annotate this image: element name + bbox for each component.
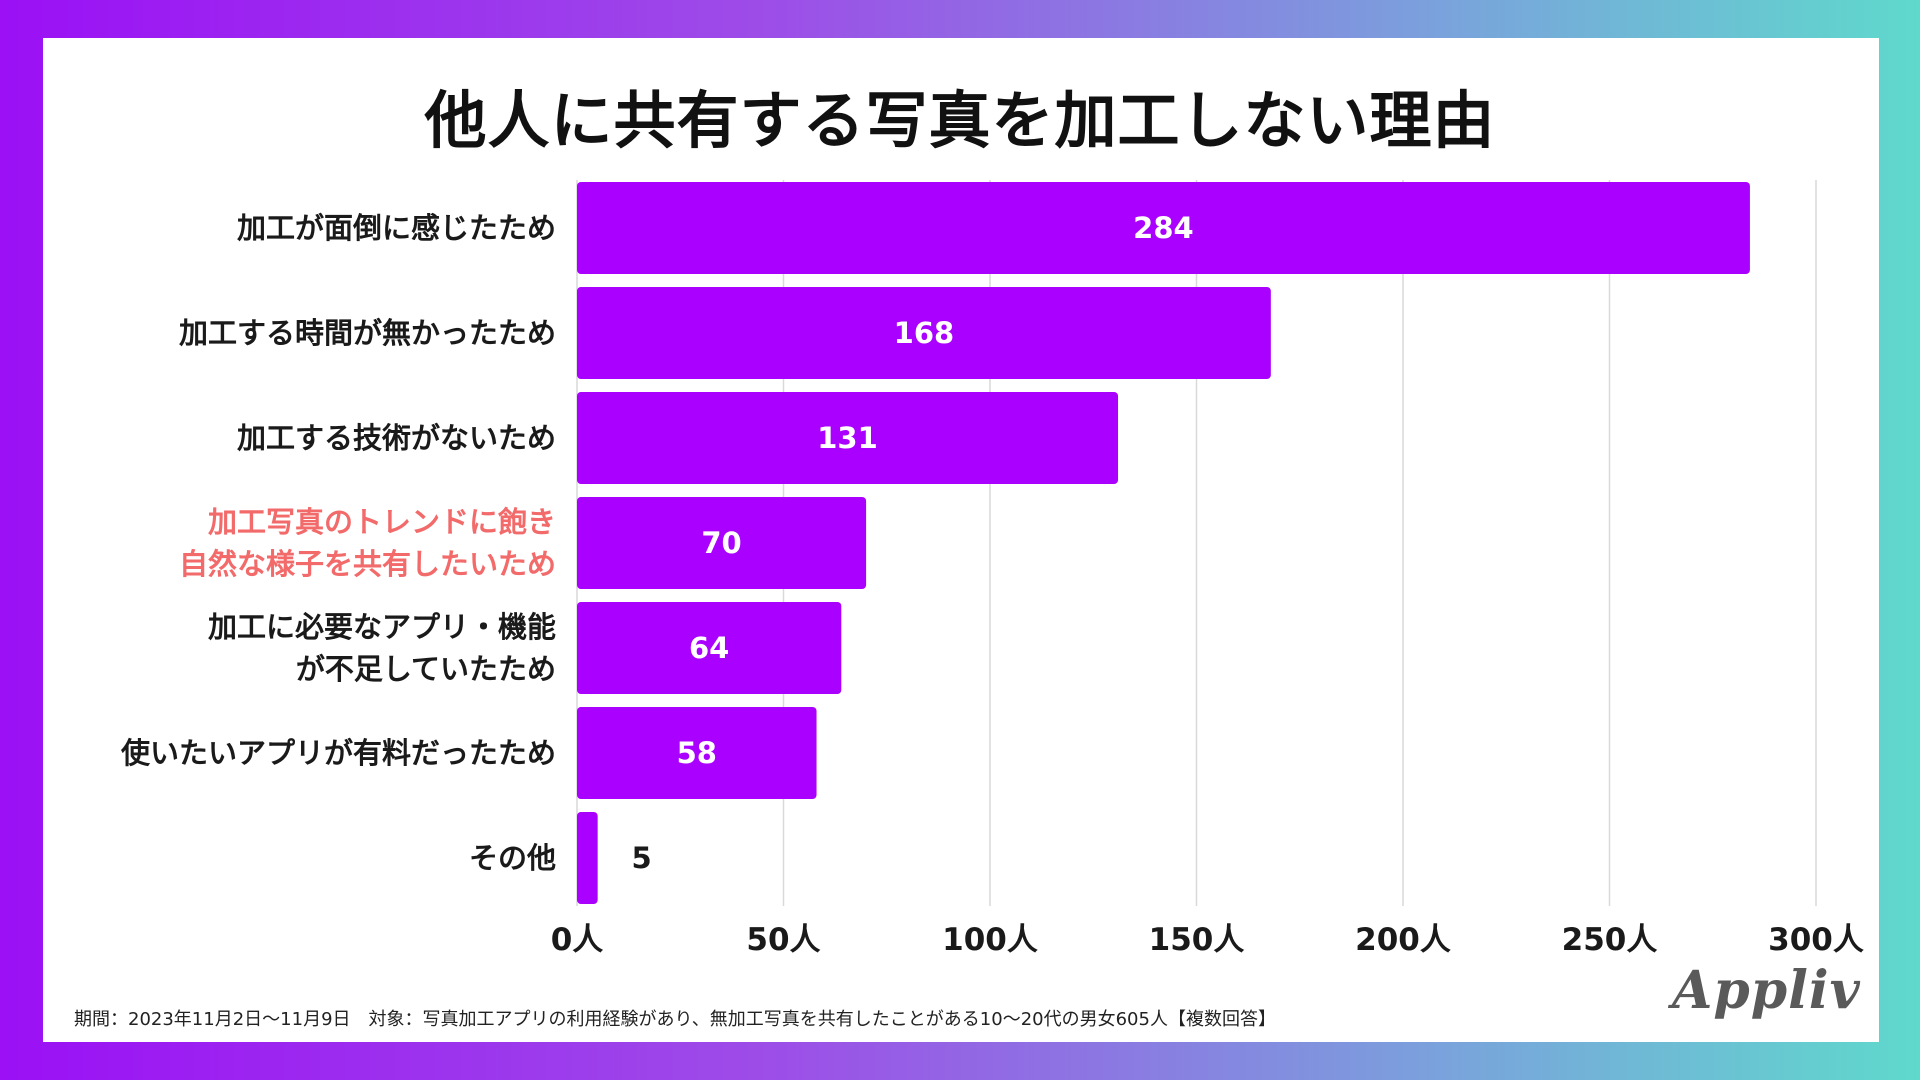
category-label: 加工が面倒に感じたため: [237, 211, 556, 245]
category-label: が不足していたため: [296, 652, 556, 686]
tick-label: 250人: [1562, 922, 1658, 958]
category-label: 加工に必要なアプリ・機能: [208, 610, 556, 644]
tick-label: 0人: [551, 922, 604, 958]
bar: [577, 182, 1750, 274]
category-label: 使いたいアプリが有料だったため: [120, 736, 556, 770]
category-label: その他: [469, 841, 556, 875]
tick-label: 300人: [1768, 922, 1864, 958]
bar: [577, 707, 817, 799]
bar: [577, 602, 842, 694]
bar: [577, 497, 867, 589]
data-label: 168: [894, 316, 955, 350]
tick-label: 100人: [942, 922, 1038, 958]
tick-label: 150人: [1149, 922, 1245, 958]
footnote: 期間：2023年11月2日〜11月9日 対象：写真加工アプリの利用経験があり、無…: [74, 1009, 1276, 1030]
bar: [577, 287, 1271, 379]
data-label: 58: [677, 736, 717, 770]
category-label: 加工写真のトレンドに飽き: [208, 505, 556, 539]
chart-title: 他人に共有する写真を加工しない理由: [424, 84, 1496, 157]
bar: [577, 812, 598, 904]
data-label: 5: [632, 841, 652, 875]
bar: [577, 392, 1119, 484]
data-label: 70: [701, 526, 741, 560]
data-label: 131: [817, 421, 878, 455]
data-label: 284: [1133, 211, 1194, 245]
category-label: 自然な様子を共有したいため: [179, 547, 556, 581]
category-label: 加工する時間が無かったため: [179, 316, 556, 350]
tick-label: 200人: [1355, 922, 1451, 958]
data-label: 64: [689, 631, 729, 665]
tick-label: 50人: [746, 922, 820, 958]
category-label: 加工する技術がないため: [237, 421, 556, 455]
applivlogo: Appliv: [1672, 960, 1861, 1021]
